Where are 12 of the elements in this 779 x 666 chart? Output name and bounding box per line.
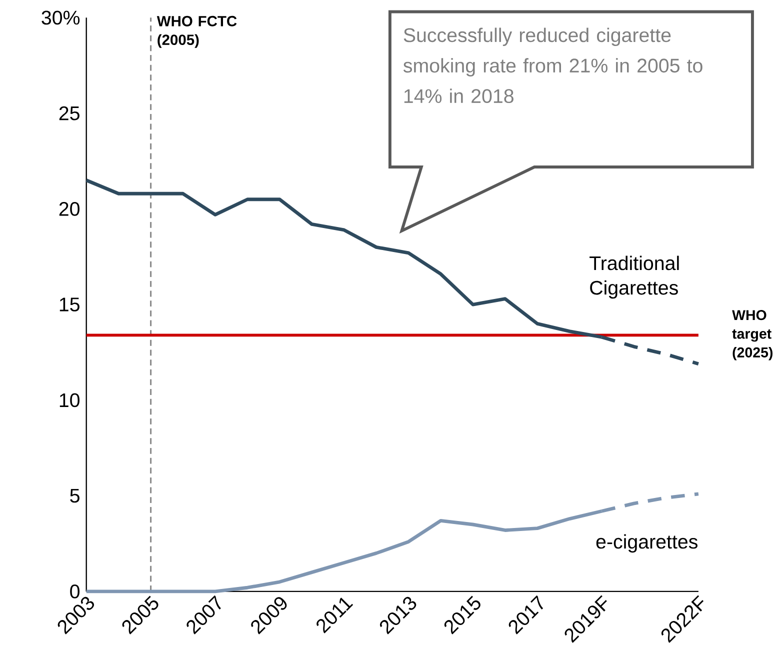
- y-tick-label: 25: [59, 106, 80, 120]
- series-label: e-cigarettes: [596, 534, 698, 553]
- ref-line-label: WHO target (2025): [732, 310, 772, 360]
- y-tick-label: 5: [70, 488, 80, 503]
- y-tick-label: 15: [60, 298, 80, 312]
- y-tick-label: 10: [60, 393, 80, 408]
- y-tick-label: 20: [59, 202, 80, 216]
- series-label: Traditional Cigarettes: [590, 256, 679, 299]
- ref-line-label: WHO FCTC (2005): [156, 16, 237, 48]
- y-tick-label: 30%: [42, 10, 80, 25]
- y-tick-label: 0: [70, 584, 80, 598]
- annotation: Successfully reduced cigarette smoking rate from 21% in 2005 to 14% in 2018: [403, 28, 702, 103]
